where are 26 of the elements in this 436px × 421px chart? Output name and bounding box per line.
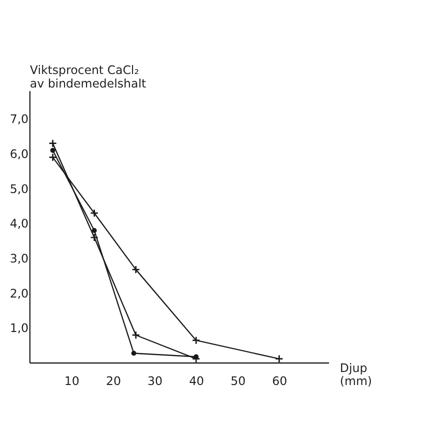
point: [90, 208, 98, 218]
x-axis-title: Djup (mm): [340, 361, 372, 388]
y-axis-title: Viktsprocent CaCl₂ av bindemedelshalt: [30, 62, 146, 90]
point: [48, 139, 57, 148]
point: [48, 153, 57, 162]
x-tick-label: 10: [64, 374, 80, 388]
y-tick-label: 3,0: [10, 251, 29, 266]
y-tick-label: 6,0: [10, 146, 29, 161]
point: [132, 265, 140, 274]
point: [274, 354, 284, 364]
point: [131, 350, 136, 356]
y-tick-label: 4,0: [10, 216, 29, 231]
x-tick-label: 40: [189, 374, 204, 388]
point: [50, 148, 56, 153]
x-tick-label: 20: [106, 374, 121, 388]
y-tick-label: 1,0: [10, 321, 29, 336]
point: [92, 228, 97, 233]
y-tick-label: 5,0: [10, 182, 29, 196]
y-tick-label: 2,0: [10, 286, 29, 300]
x-tick-label: 50: [230, 374, 246, 388]
y-tick-label: 7,0: [10, 112, 29, 126]
point: [192, 336, 200, 345]
x-tick-label: 30: [148, 374, 162, 388]
point: [90, 233, 98, 242]
x-tick-label: 60: [272, 374, 288, 388]
point: [132, 330, 140, 340]
